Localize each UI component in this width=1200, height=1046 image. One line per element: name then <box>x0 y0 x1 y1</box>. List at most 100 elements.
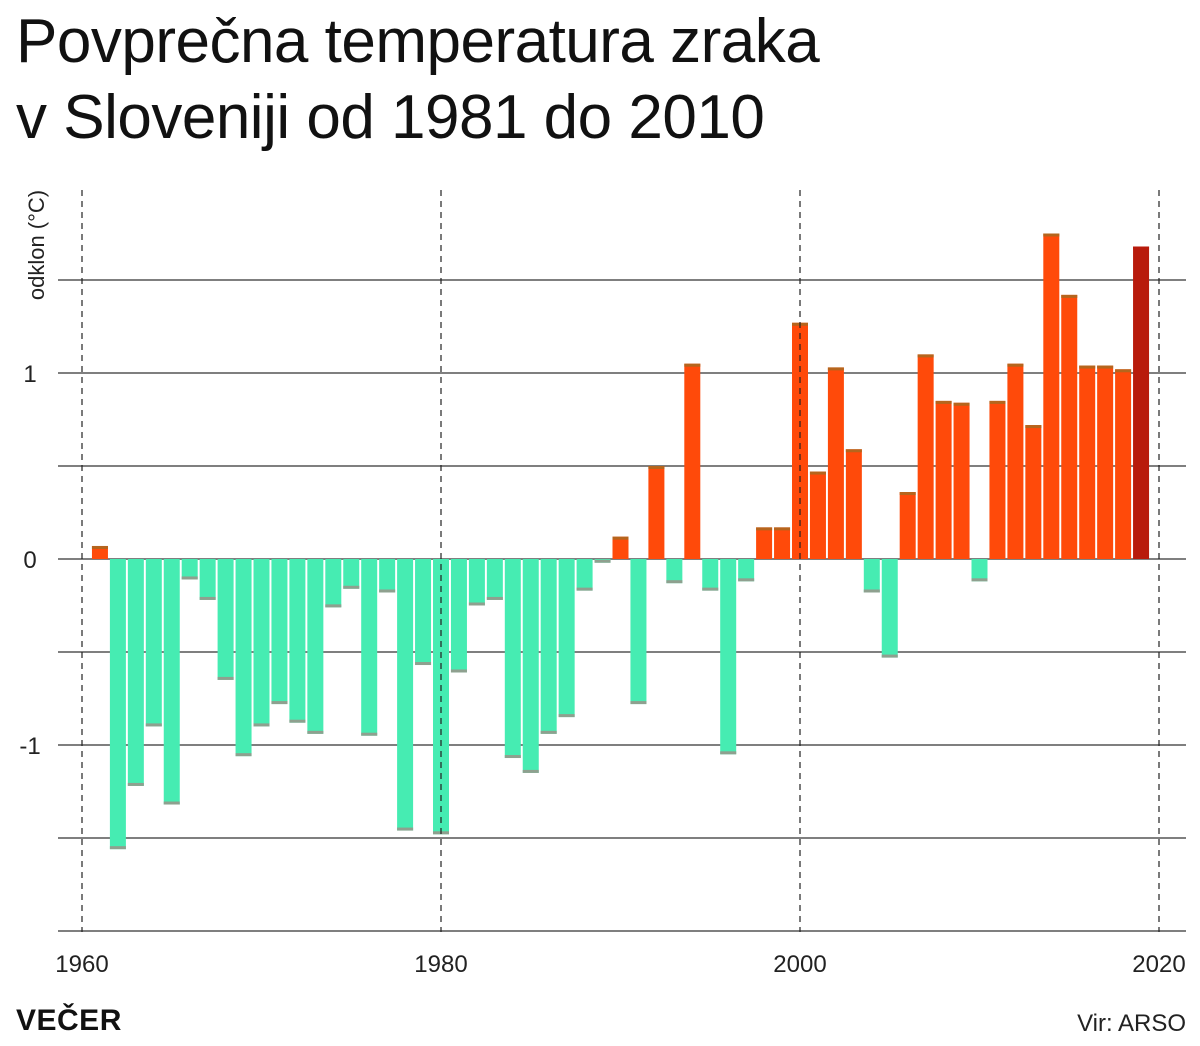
bar-1973 <box>307 559 324 734</box>
bar-1994 <box>684 363 701 559</box>
bar-2013 <box>1025 425 1042 559</box>
bar-2014 <box>1043 233 1060 559</box>
bar-cap-1986 <box>540 730 557 734</box>
chart-title-line-2: v Sloveniji od 1981 do 2010 <box>16 83 765 152</box>
bar-cap-1964 <box>145 723 162 727</box>
bar-1978 <box>397 559 414 831</box>
bar-1974 <box>325 559 342 608</box>
bar-cap-2011 <box>989 400 1006 404</box>
bar-1995 <box>702 559 719 591</box>
bar-2012 <box>1007 363 1024 559</box>
bar-cap-1997 <box>738 578 755 582</box>
bar-1984 <box>504 559 521 759</box>
bar-1975 <box>343 559 360 589</box>
axis-labels: 1 0 -1 1960 1980 2000 2020 odklon (°C) <box>19 190 1185 978</box>
bar-cap-2001 <box>809 471 826 475</box>
bar-cap-2010 <box>971 578 988 582</box>
bar-cap-1984 <box>504 755 521 759</box>
bar-1996 <box>720 559 737 755</box>
bar-2011 <box>989 400 1006 559</box>
bar-2004 <box>863 559 880 593</box>
x-tick-label: 2000 <box>773 951 826 978</box>
bar-cap-1992 <box>648 466 665 469</box>
bar-cap-2002 <box>827 367 844 371</box>
bar-1982 <box>468 559 485 606</box>
bar-cap-1988 <box>576 587 593 591</box>
bar-cap-2008 <box>935 400 952 404</box>
bar-2000 <box>792 322 808 559</box>
bar-cap-1994 <box>684 363 701 367</box>
bar-cap-1982 <box>468 602 485 606</box>
bar-1971 <box>271 559 288 705</box>
bar-cap-1995 <box>702 587 719 591</box>
bar-1983 <box>486 559 503 600</box>
bar-2005 <box>881 559 898 658</box>
x-tick-label: 2020 <box>1132 951 1185 978</box>
bar-1991 <box>630 559 647 705</box>
bar-cap-2009 <box>953 402 970 406</box>
bar-cap-2019 <box>1133 246 1150 250</box>
bar-cap-2015 <box>1061 294 1078 298</box>
bar-2019 <box>1133 246 1150 559</box>
y-tick-label: -1 <box>19 733 40 760</box>
bar-2018 <box>1115 369 1132 559</box>
bar-cap-2007 <box>917 354 934 358</box>
bar-cap-1978 <box>397 827 414 831</box>
bar-1993 <box>666 559 683 584</box>
bar-cap-1985 <box>522 769 539 773</box>
bar-2009 <box>953 402 970 559</box>
bar-1981 <box>450 559 467 673</box>
bar-1970 <box>253 559 270 727</box>
bar-2016 <box>1079 365 1096 559</box>
bar-cap-1987 <box>558 714 575 718</box>
bar-1963 <box>127 559 144 786</box>
y-tick-label: 1 <box>23 361 36 388</box>
bar-cap-1967 <box>199 596 216 600</box>
bar-cap-1983 <box>486 596 503 600</box>
bar-cap-2014 <box>1043 233 1060 237</box>
bar-cap-1976 <box>361 732 378 736</box>
bar-cap-1999 <box>774 527 791 531</box>
bar-cap-1963 <box>127 782 144 786</box>
bar-cap-1962 <box>109 846 126 850</box>
bar-1979 <box>415 559 432 666</box>
bar-1965 <box>163 559 180 805</box>
bar-1966 <box>181 559 198 580</box>
bar-1985 <box>522 559 539 773</box>
bar-cap-1996 <box>720 751 737 755</box>
bar-cap-1981 <box>450 669 467 673</box>
bar-cap-2016 <box>1079 365 1096 369</box>
bar-1972 <box>289 559 306 723</box>
bar-cap-1974 <box>325 604 342 608</box>
bar-cap-2013 <box>1025 425 1042 429</box>
bar-cap-1977 <box>379 589 396 593</box>
bar-1969 <box>235 559 252 757</box>
bar-cap-1971 <box>271 701 288 705</box>
bar-cap-1969 <box>235 753 252 757</box>
bar-1990 <box>612 536 629 559</box>
bar-1987 <box>558 559 575 718</box>
bar-cap-1991 <box>630 701 647 705</box>
bar-cap-1990 <box>612 536 629 540</box>
bar-cap-2018 <box>1115 369 1132 373</box>
bar-cap-1989 <box>594 559 611 563</box>
source-note: Vir: ARSO <box>1077 1010 1186 1037</box>
bar-1998 <box>756 527 773 559</box>
bar-cap-1966 <box>181 576 198 580</box>
bar-1988 <box>576 559 593 591</box>
bar-cap-1961 <box>91 545 108 549</box>
bar-2006 <box>899 492 916 559</box>
bar-cap-1993 <box>666 580 683 584</box>
bar-1986 <box>540 559 557 734</box>
bar-cap-2003 <box>845 449 862 453</box>
bar-2015 <box>1061 294 1078 559</box>
bar-cap-2017 <box>1097 365 1114 369</box>
bar-1992 <box>648 466 665 559</box>
bar-cap-2012 <box>1007 363 1024 367</box>
bar-cap-1975 <box>343 585 360 589</box>
bar-cap-1998 <box>756 527 773 531</box>
dashed-year-lines <box>81 190 1160 932</box>
brand-logo: VEČER <box>16 1004 122 1037</box>
bar-2010 <box>971 559 988 582</box>
